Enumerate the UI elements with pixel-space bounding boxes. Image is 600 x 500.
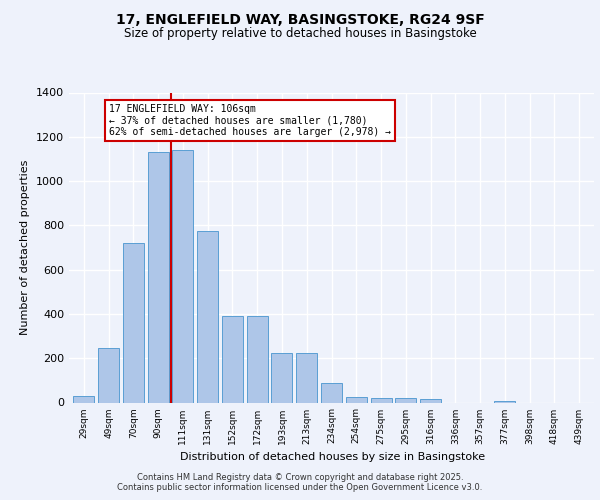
Bar [271, 352, 292, 403]
Bar [346, 396, 367, 402]
Bar [371, 398, 392, 402]
Text: Contains HM Land Registry data © Crown copyright and database right 2025.
Contai: Contains HM Land Registry data © Crown c… [118, 473, 482, 492]
Text: Size of property relative to detached houses in Basingstoke: Size of property relative to detached ho… [124, 28, 476, 40]
Y-axis label: Number of detached properties: Number of detached properties [20, 160, 31, 335]
Bar [395, 398, 416, 402]
Bar [321, 382, 342, 402]
Bar [222, 316, 243, 402]
Bar [172, 150, 193, 403]
Bar [73, 396, 94, 402]
Bar [148, 152, 169, 402]
Bar [98, 348, 119, 403]
Bar [494, 400, 515, 402]
Bar [296, 352, 317, 403]
Bar [197, 231, 218, 402]
Bar [123, 243, 144, 402]
Bar [247, 316, 268, 402]
Text: Distribution of detached houses by size in Basingstoke: Distribution of detached houses by size … [181, 452, 485, 462]
Text: 17 ENGLEFIELD WAY: 106sqm
← 37% of detached houses are smaller (1,780)
62% of se: 17 ENGLEFIELD WAY: 106sqm ← 37% of detac… [109, 104, 391, 137]
Bar [420, 399, 441, 402]
Text: 17, ENGLEFIELD WAY, BASINGSTOKE, RG24 9SF: 17, ENGLEFIELD WAY, BASINGSTOKE, RG24 9S… [116, 12, 484, 26]
